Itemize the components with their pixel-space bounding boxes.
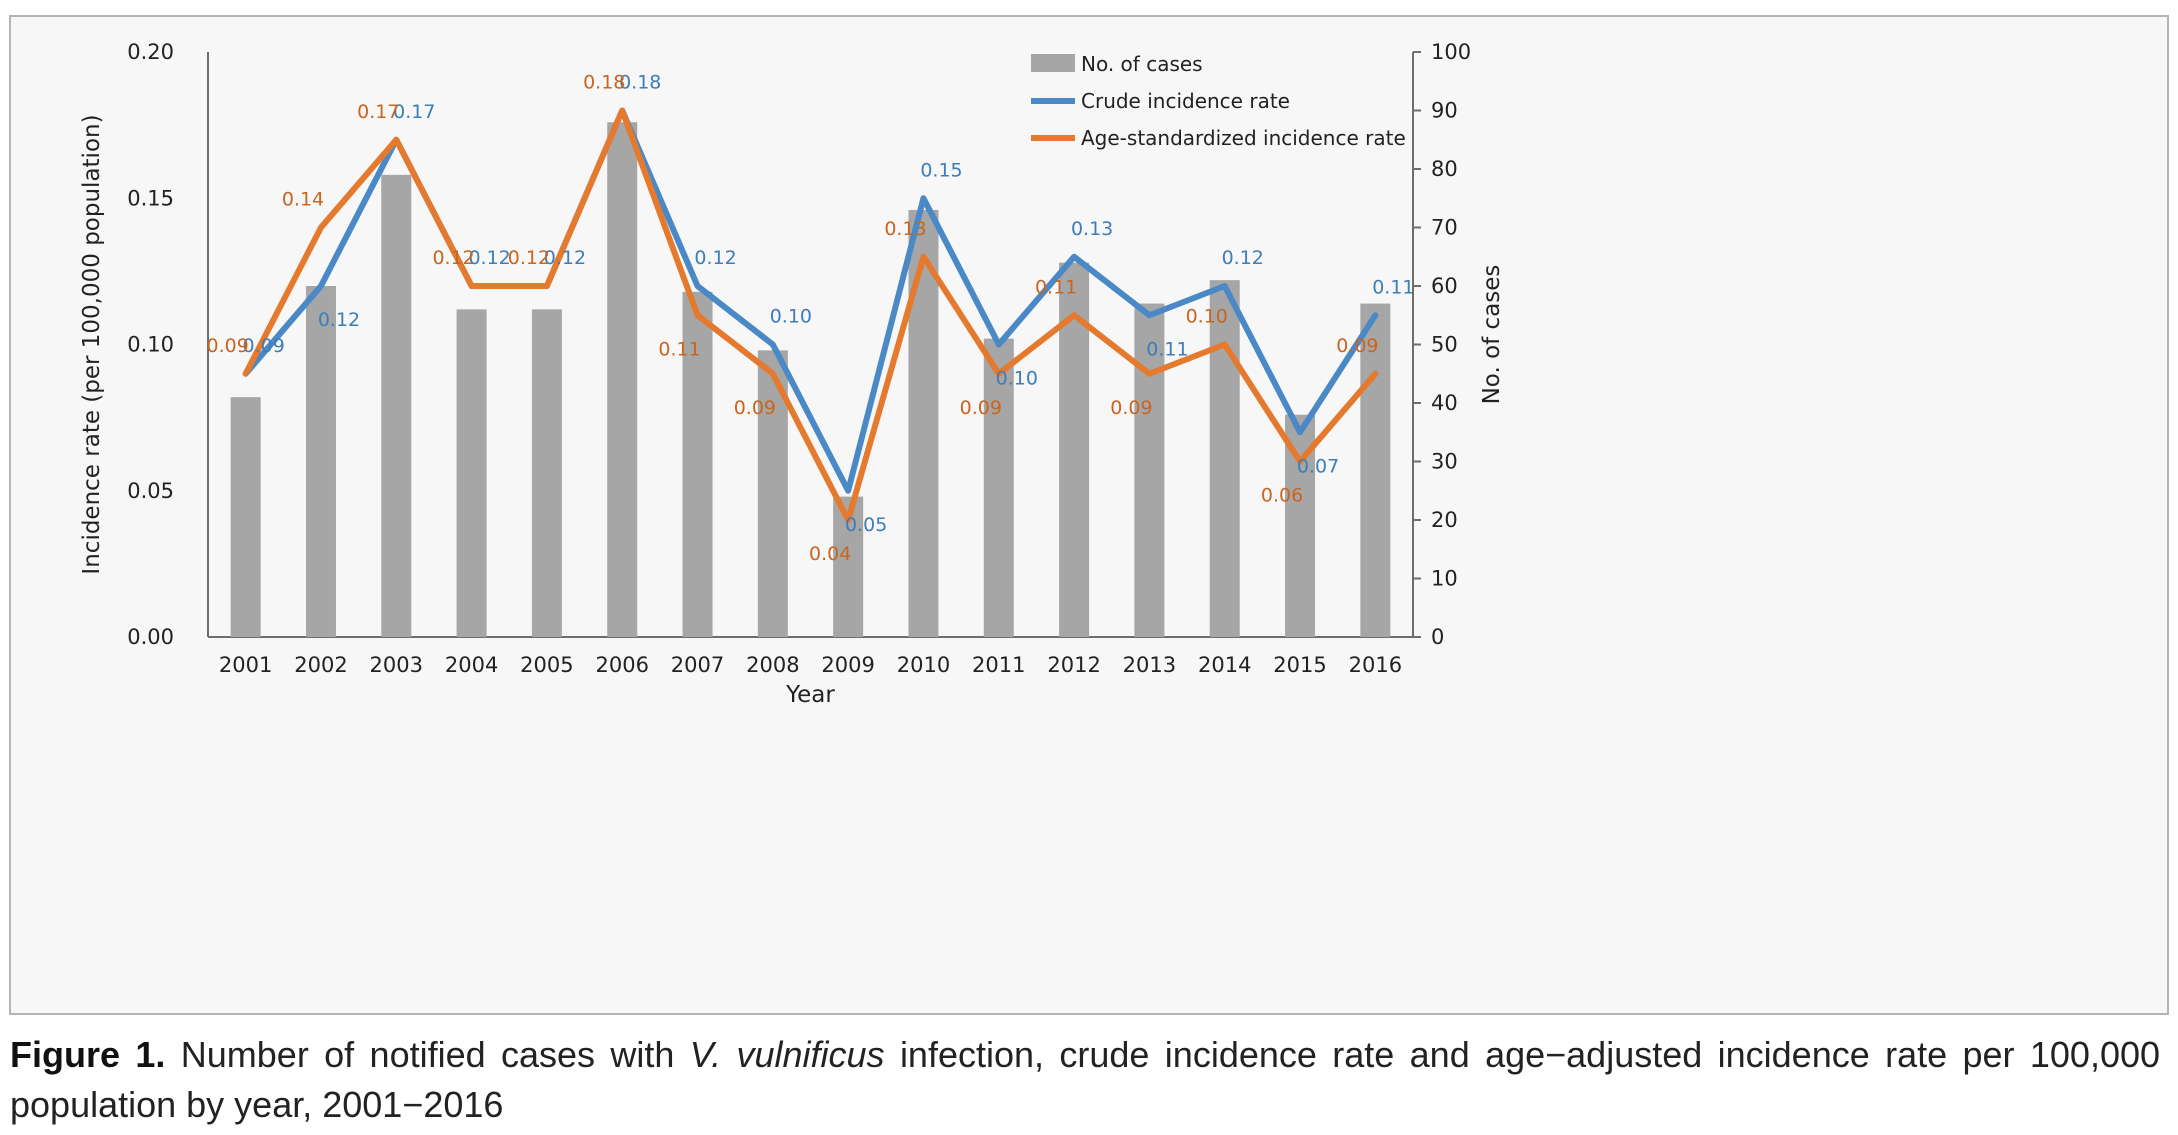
- data-label-crude: 0.07: [1297, 455, 1339, 477]
- legend-label-cases: No. of cases: [1081, 52, 1203, 76]
- data-label-crude: 0.11: [1372, 276, 1414, 298]
- data-label-age-standardized: 0.11: [1035, 276, 1077, 298]
- data-label-age-standardized: 0.12: [432, 247, 474, 269]
- x-tick-label: 2001: [219, 653, 272, 677]
- data-label-crude: 0.12: [468, 247, 510, 269]
- legend-label-crude: Crude incidence rate: [1081, 89, 1290, 113]
- y2-tick-label: 30: [1431, 450, 1458, 474]
- bar-cases-2005: [531, 309, 562, 637]
- data-label-age-standardized: 0.14: [282, 189, 324, 211]
- y2-tick-label: 10: [1431, 567, 1458, 591]
- x-tick-label: 2015: [1273, 653, 1326, 677]
- x-tick-label: 2016: [1349, 653, 1402, 677]
- data-label-age-standardized: 0.18: [583, 72, 625, 94]
- data-label-age-standardized: 0.09: [734, 397, 776, 419]
- x-tick-label: 2008: [746, 653, 799, 677]
- y2-axis-title: No. of cases: [1479, 265, 1505, 405]
- data-label-crude: 0.12: [544, 247, 586, 269]
- x-tick-label: 2007: [671, 653, 724, 677]
- data-label-crude: 0.17: [393, 101, 435, 123]
- data-label-crude: 0.11: [1146, 338, 1188, 360]
- bar-cases-2003: [381, 174, 412, 637]
- data-label-age-standardized: 0.06: [1261, 485, 1303, 507]
- caption-label: Figure 1.: [10, 1034, 166, 1075]
- x-tick-label: 2006: [595, 653, 648, 677]
- data-label-age-standardized: 0.09: [207, 335, 249, 357]
- x-tick-label: 2003: [370, 653, 423, 677]
- x-tick-label: 2002: [294, 653, 347, 677]
- combo-chart: 0.00 0.05 0.10 0.15 0.20 0 10 20 30 40 50 60 70 80 90 1…: [79, 40, 1505, 708]
- data-label-crude: 0.12: [318, 309, 360, 331]
- legend-label-age: Age-standardized incidence rate: [1081, 126, 1406, 150]
- bar-cases-2014: [1209, 280, 1240, 637]
- data-label-crude: 0.13: [1071, 218, 1113, 240]
- data-label-crude: 0.12: [1222, 247, 1264, 269]
- data-label-age-standardized: 0.10: [1186, 306, 1228, 328]
- x-tick-label: 2011: [972, 653, 1025, 677]
- y-tick-label: 0.00: [127, 625, 174, 649]
- y-tick-label: 0.15: [127, 186, 174, 210]
- bar-cases-2002: [305, 286, 336, 637]
- y2-tick-label: 80: [1431, 157, 1458, 181]
- caption-text-before: Number of notified cases with: [180, 1034, 675, 1075]
- x-tick-label: 2013: [1123, 653, 1176, 677]
- bar-cases-2001: [230, 397, 261, 637]
- bar-cases-2004: [456, 309, 487, 637]
- y-tick-label: 0.20: [127, 40, 174, 64]
- y2-tick-label: 70: [1431, 216, 1458, 240]
- x-tick-label: 2012: [1047, 653, 1100, 677]
- y-axis-title: Incidence rate (per 100,000 population): [79, 114, 105, 574]
- data-label-crude: 0.10: [770, 306, 812, 328]
- line-crude-incidence: [242, 107, 1379, 494]
- y2-tick-label: 100: [1431, 40, 1471, 64]
- data-label-age-standardized: 0.04: [809, 543, 851, 565]
- data-label-age-standardized: 0.13: [884, 218, 926, 240]
- data-label-age-standardized: 0.12: [508, 247, 550, 269]
- bar-cases-2011: [983, 338, 1014, 637]
- x-axis-title: Year: [785, 682, 835, 708]
- figure-caption: Figure 1. Number of notified cases with …: [10, 1030, 2160, 1130]
- bar-cases-2007: [682, 291, 713, 637]
- data-label-age-standardized: 0.11: [658, 338, 700, 360]
- x-tick-label: 2004: [445, 653, 498, 677]
- data-label-crude: 0.15: [920, 159, 962, 181]
- data-label-crude: 0.09: [243, 335, 285, 357]
- x-tick-label: 2014: [1198, 653, 1251, 677]
- data-label-age-standardized: 0.09: [1110, 397, 1152, 419]
- y2-tick-label: 90: [1431, 99, 1458, 123]
- y2-tick-label: 20: [1431, 508, 1458, 532]
- caption-species: V. vulnificus: [689, 1034, 885, 1075]
- y2-tick-label: 60: [1431, 274, 1458, 298]
- x-tick-label: 2009: [821, 653, 874, 677]
- x-tick-label: 2010: [897, 653, 950, 677]
- data-label-crude: 0.05: [845, 514, 887, 536]
- y-tick-label: 0.10: [127, 333, 174, 357]
- bar-cases-2013: [1134, 303, 1165, 637]
- data-label-age-standardized: 0.09: [1336, 335, 1378, 357]
- data-label-crude: 0.10: [996, 368, 1038, 390]
- x-tick-label: 2005: [520, 653, 573, 677]
- bar-cases-2006: [607, 122, 638, 637]
- caption-text-after: infection, crude incidence rate and age−…: [10, 1034, 2161, 1125]
- figure-frame: 0.00 0.05 0.10 0.15 0.20 0 10 20 30 40 50 60 70 80 90 1…: [9, 15, 2169, 1015]
- y2-tick-label: 50: [1431, 333, 1458, 357]
- line-age-standardized-incidence: [242, 107, 1379, 523]
- bar-cases-2016: [1360, 303, 1391, 637]
- y2-tick-label: 40: [1431, 391, 1458, 415]
- data-label-age-standardized: 0.17: [357, 101, 399, 123]
- y2-tick-label: 0: [1431, 625, 1444, 649]
- legend-swatch-cases: [1031, 54, 1075, 72]
- data-label-crude: 0.12: [694, 247, 736, 269]
- data-label-age-standardized: 0.09: [960, 397, 1002, 419]
- y-tick-label: 0.05: [127, 479, 174, 503]
- data-label-crude: 0.18: [619, 72, 661, 94]
